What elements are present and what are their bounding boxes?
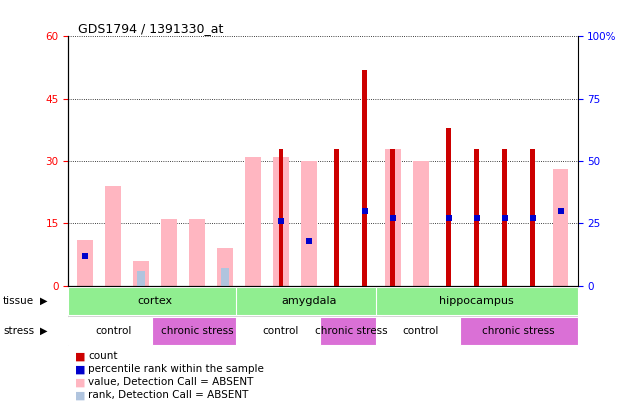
Text: count: count	[88, 352, 118, 361]
Text: stress: stress	[3, 326, 34, 336]
Bar	[376, 287, 578, 315]
Bar	[362, 208, 368, 214]
Text: chronic stress: chronic stress	[161, 326, 233, 336]
Text: amygdala: amygdala	[281, 296, 337, 306]
Text: rank, Detection Call = ABSENT: rank, Detection Call = ABSENT	[88, 390, 248, 400]
Text: tissue: tissue	[3, 296, 34, 306]
Bar	[413, 161, 428, 286]
Bar	[391, 149, 396, 286]
Bar	[306, 238, 312, 244]
Bar	[335, 149, 339, 286]
Bar	[320, 317, 382, 345]
Bar	[221, 268, 229, 286]
Text: ■: ■	[75, 364, 85, 374]
Text: ■: ■	[75, 377, 85, 387]
Bar	[390, 215, 396, 222]
Text: control: control	[402, 326, 439, 336]
Bar	[134, 261, 149, 286]
Bar	[558, 208, 564, 214]
Bar	[82, 253, 88, 259]
Bar	[363, 70, 368, 286]
Bar	[273, 157, 289, 286]
Bar	[68, 287, 242, 315]
Bar	[278, 217, 284, 224]
Bar	[152, 317, 242, 345]
Bar	[530, 149, 535, 286]
Bar	[189, 219, 205, 286]
Bar	[236, 287, 382, 315]
Bar	[236, 317, 326, 345]
Bar	[553, 169, 568, 286]
Bar	[217, 248, 233, 286]
Bar	[106, 186, 120, 286]
Text: value, Detection Call = ABSENT: value, Detection Call = ABSENT	[88, 377, 253, 387]
Bar	[474, 149, 479, 286]
Text: ▶: ▶	[40, 326, 48, 336]
Bar	[78, 240, 93, 286]
Bar	[502, 215, 508, 222]
Text: hippocampus: hippocampus	[440, 296, 514, 306]
Text: control: control	[263, 326, 299, 336]
Bar	[502, 149, 507, 286]
Text: percentile rank within the sample: percentile rank within the sample	[88, 364, 264, 374]
Bar	[301, 161, 317, 286]
Bar	[446, 128, 451, 286]
Text: chronic stress: chronic stress	[315, 326, 388, 336]
Text: GDS1794 / 1391330_at: GDS1794 / 1391330_at	[78, 22, 224, 35]
Bar	[376, 317, 466, 345]
Text: ■: ■	[75, 390, 85, 400]
Text: cortex: cortex	[137, 296, 173, 306]
Text: control: control	[95, 326, 131, 336]
Bar	[530, 215, 536, 222]
Bar	[460, 317, 578, 345]
Bar	[137, 271, 145, 286]
Bar	[474, 215, 480, 222]
Bar	[385, 149, 401, 286]
Bar	[446, 215, 452, 222]
Bar	[245, 157, 261, 286]
Bar	[68, 317, 158, 345]
Text: ■: ■	[75, 352, 85, 361]
Text: chronic stress: chronic stress	[483, 326, 555, 336]
Text: ▶: ▶	[40, 296, 48, 306]
Bar	[161, 219, 177, 286]
Bar	[278, 149, 283, 286]
